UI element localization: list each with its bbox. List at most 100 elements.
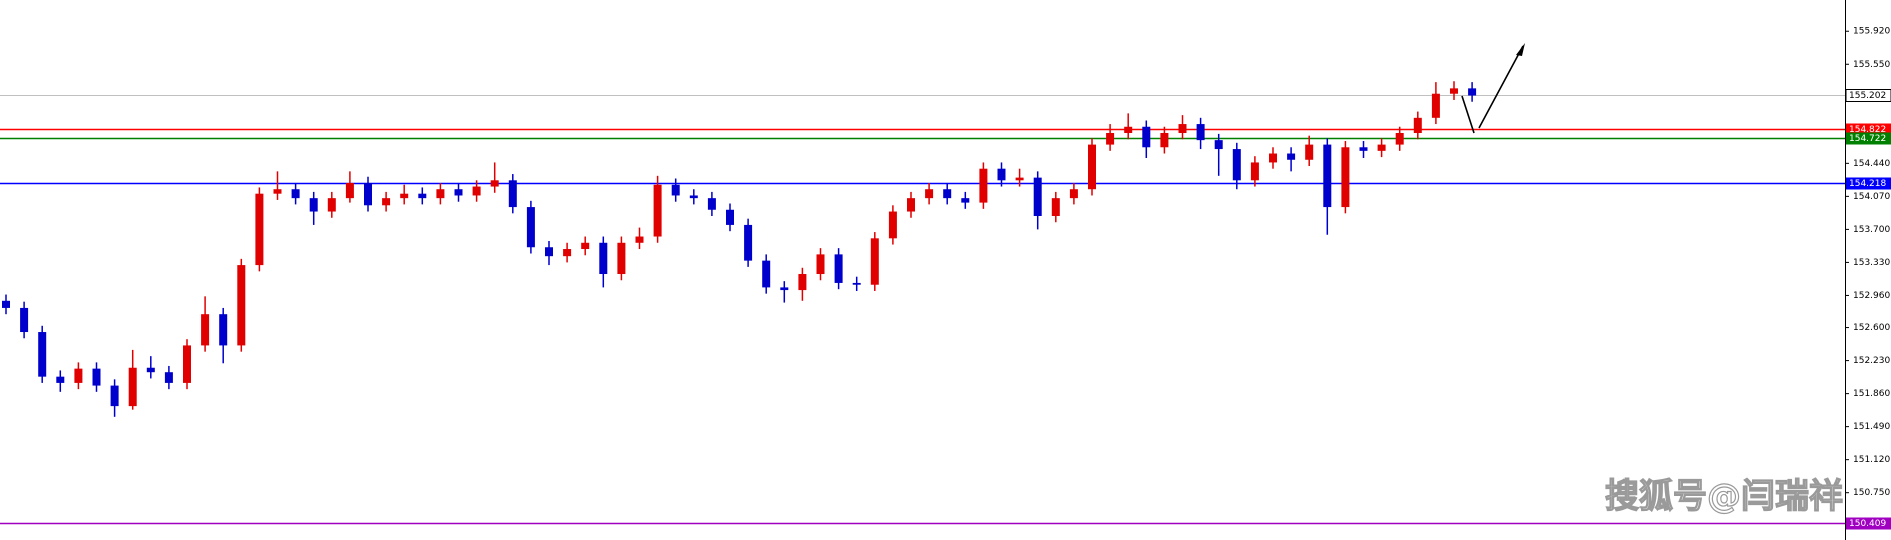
candle-body	[1069, 189, 1078, 199]
candle-body	[291, 189, 300, 199]
candle-body	[581, 242, 590, 250]
candle-body	[255, 193, 264, 266]
level-label-box	[1845, 89, 1891, 102]
candle-body	[653, 184, 662, 237]
candle-body	[744, 224, 753, 261]
candle-body	[345, 182, 354, 199]
candle-body	[472, 186, 481, 196]
level-label-box	[1846, 517, 1891, 530]
candle-body	[418, 193, 427, 199]
candle-body	[219, 314, 228, 346]
candle-body	[635, 236, 644, 243]
level-label: 154.722	[1849, 134, 1886, 144]
forecast-arrow	[1461, 45, 1524, 134]
y-tick-label: 154.070	[1853, 192, 1890, 202]
candle-body	[1341, 147, 1350, 208]
candle-body	[273, 189, 282, 194]
candle-body	[128, 367, 137, 407]
candle-body	[1088, 144, 1096, 190]
y-tick-label: 151.490	[1853, 422, 1890, 432]
candle-body	[780, 287, 789, 291]
candle-body	[237, 265, 246, 346]
y-tick-label: 151.860	[1853, 389, 1890, 399]
candle-body	[201, 314, 210, 346]
y-tick-label: 153.700	[1853, 225, 1890, 235]
candle-body	[816, 254, 825, 275]
candle-body	[599, 242, 608, 275]
level-label: 150.409	[1849, 519, 1886, 529]
candle-body	[508, 180, 517, 208]
candle-body	[327, 198, 336, 212]
price-axis: 150.750 151.120 151.490 151.860 152.230 152.6…	[1845, 27, 1891, 530]
candle-body	[183, 345, 191, 383]
candle-body	[943, 189, 952, 199]
candle-body	[997, 168, 1006, 181]
candle-body	[1196, 124, 1205, 141]
candle-body	[490, 180, 499, 187]
level-label: 155.202	[1849, 91, 1886, 101]
candle-body	[707, 198, 716, 210]
candle-body	[1142, 126, 1151, 148]
candle-body	[400, 193, 409, 199]
candle-body	[436, 189, 445, 199]
candle-body	[1214, 140, 1223, 150]
candle-body	[852, 282, 861, 285]
watermark: 搜狐号@闫瑞祥	[1605, 477, 1843, 517]
y-tick-label: 151.120	[1853, 455, 1890, 465]
candle-body	[563, 249, 572, 257]
level-label-box	[1846, 132, 1891, 145]
y-tick-label: 152.960	[1853, 291, 1890, 301]
candle-body	[1287, 153, 1296, 160]
candle-body	[798, 274, 807, 291]
level-label: 154.218	[1849, 179, 1886, 189]
level-label: 154.822	[1849, 125, 1886, 135]
candle-body	[364, 182, 372, 206]
candle-body	[870, 238, 879, 285]
candle-body	[726, 209, 734, 225]
candle-body	[164, 372, 173, 383]
candle-body	[1250, 162, 1259, 181]
candle-body	[146, 367, 155, 373]
candle-body	[888, 211, 897, 239]
candle-body	[1359, 147, 1368, 151]
candle-body	[1051, 198, 1060, 216]
y-tick-label: 155.550	[1853, 60, 1890, 70]
candle-body	[1305, 144, 1314, 160]
candle-body	[1124, 126, 1133, 133]
candle-body	[382, 198, 391, 206]
candle-body	[38, 332, 47, 377]
candle-body	[110, 385, 119, 407]
candle-body	[925, 189, 934, 199]
candle-body	[526, 207, 535, 248]
candle-body	[2, 300, 10, 308]
candle-body	[545, 247, 553, 257]
candle-body	[1450, 88, 1458, 94]
y-tick-label: 152.230	[1853, 356, 1890, 366]
candles	[2, 81, 1477, 417]
candle-body	[454, 189, 463, 196]
candle-body	[1413, 117, 1422, 133]
candle-body	[961, 198, 970, 203]
candle-body	[1160, 132, 1169, 148]
candle-body	[309, 198, 318, 212]
y-tick-label: 153.330	[1853, 258, 1890, 268]
candle-body	[56, 376, 65, 383]
candle-body	[74, 368, 83, 383]
candle-body	[834, 254, 843, 283]
candle-body	[1377, 144, 1386, 151]
candle-body	[671, 184, 680, 196]
candle-body	[617, 242, 626, 275]
candle-body	[762, 260, 771, 288]
candle-body	[689, 195, 698, 199]
y-tick-label: 155.920	[1853, 27, 1890, 37]
candle-body	[1015, 177, 1024, 181]
y-tick-label: 152.600	[1853, 323, 1890, 333]
y-tick-label: 150.750	[1853, 488, 1890, 498]
level-label-box	[1846, 177, 1891, 190]
candle-body	[1323, 144, 1332, 208]
candle-body	[1431, 93, 1440, 118]
y-tick-label: 154.440	[1853, 159, 1890, 169]
